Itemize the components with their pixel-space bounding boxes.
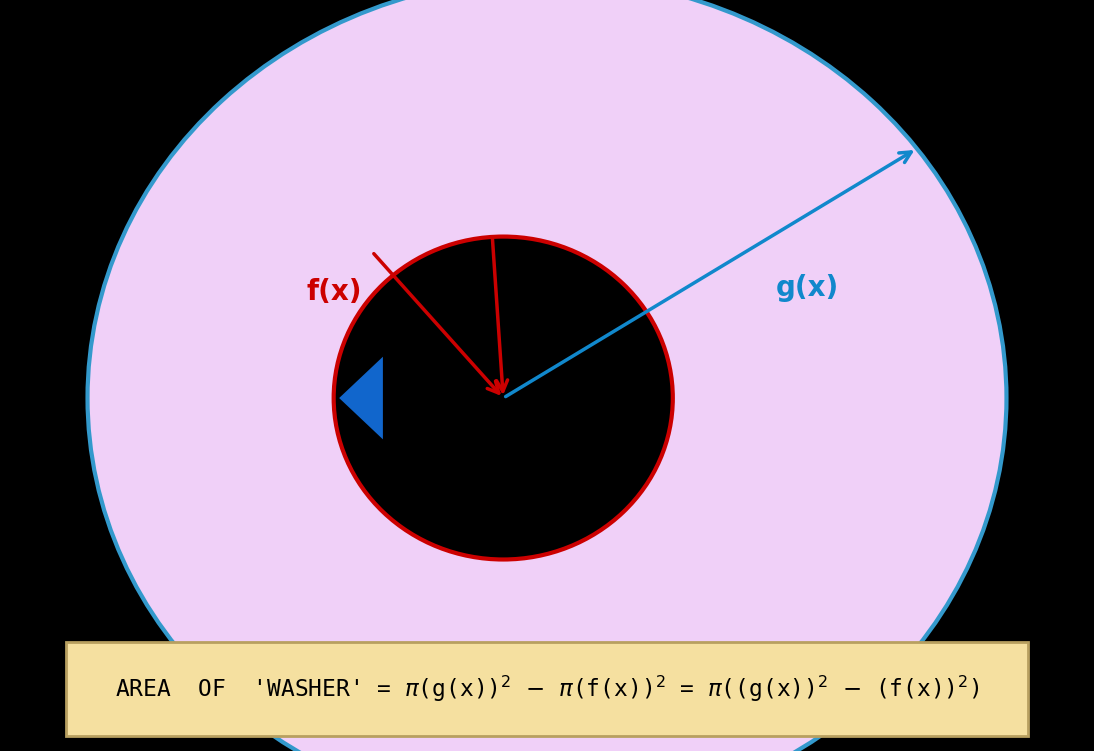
Text: g(x): g(x)	[776, 274, 839, 302]
Text: f(x): f(x)	[306, 279, 362, 306]
Text: y: y	[625, 344, 688, 437]
Text: 4: 4	[309, 318, 392, 433]
Polygon shape	[339, 357, 383, 439]
Ellipse shape	[334, 237, 673, 559]
FancyBboxPatch shape	[66, 642, 1028, 736]
Text: ss: ss	[654, 482, 724, 539]
Text: AREA  OF  'WASHER' = $\pi$(g(x))$^2$ $-$ $\pi$(f(x))$^2$ = $\pi$((g(x))$^2$ $-$ : AREA OF 'WASHER' = $\pi$(g(x))$^2$ $-$ $…	[115, 674, 979, 704]
Ellipse shape	[88, 0, 1006, 751]
